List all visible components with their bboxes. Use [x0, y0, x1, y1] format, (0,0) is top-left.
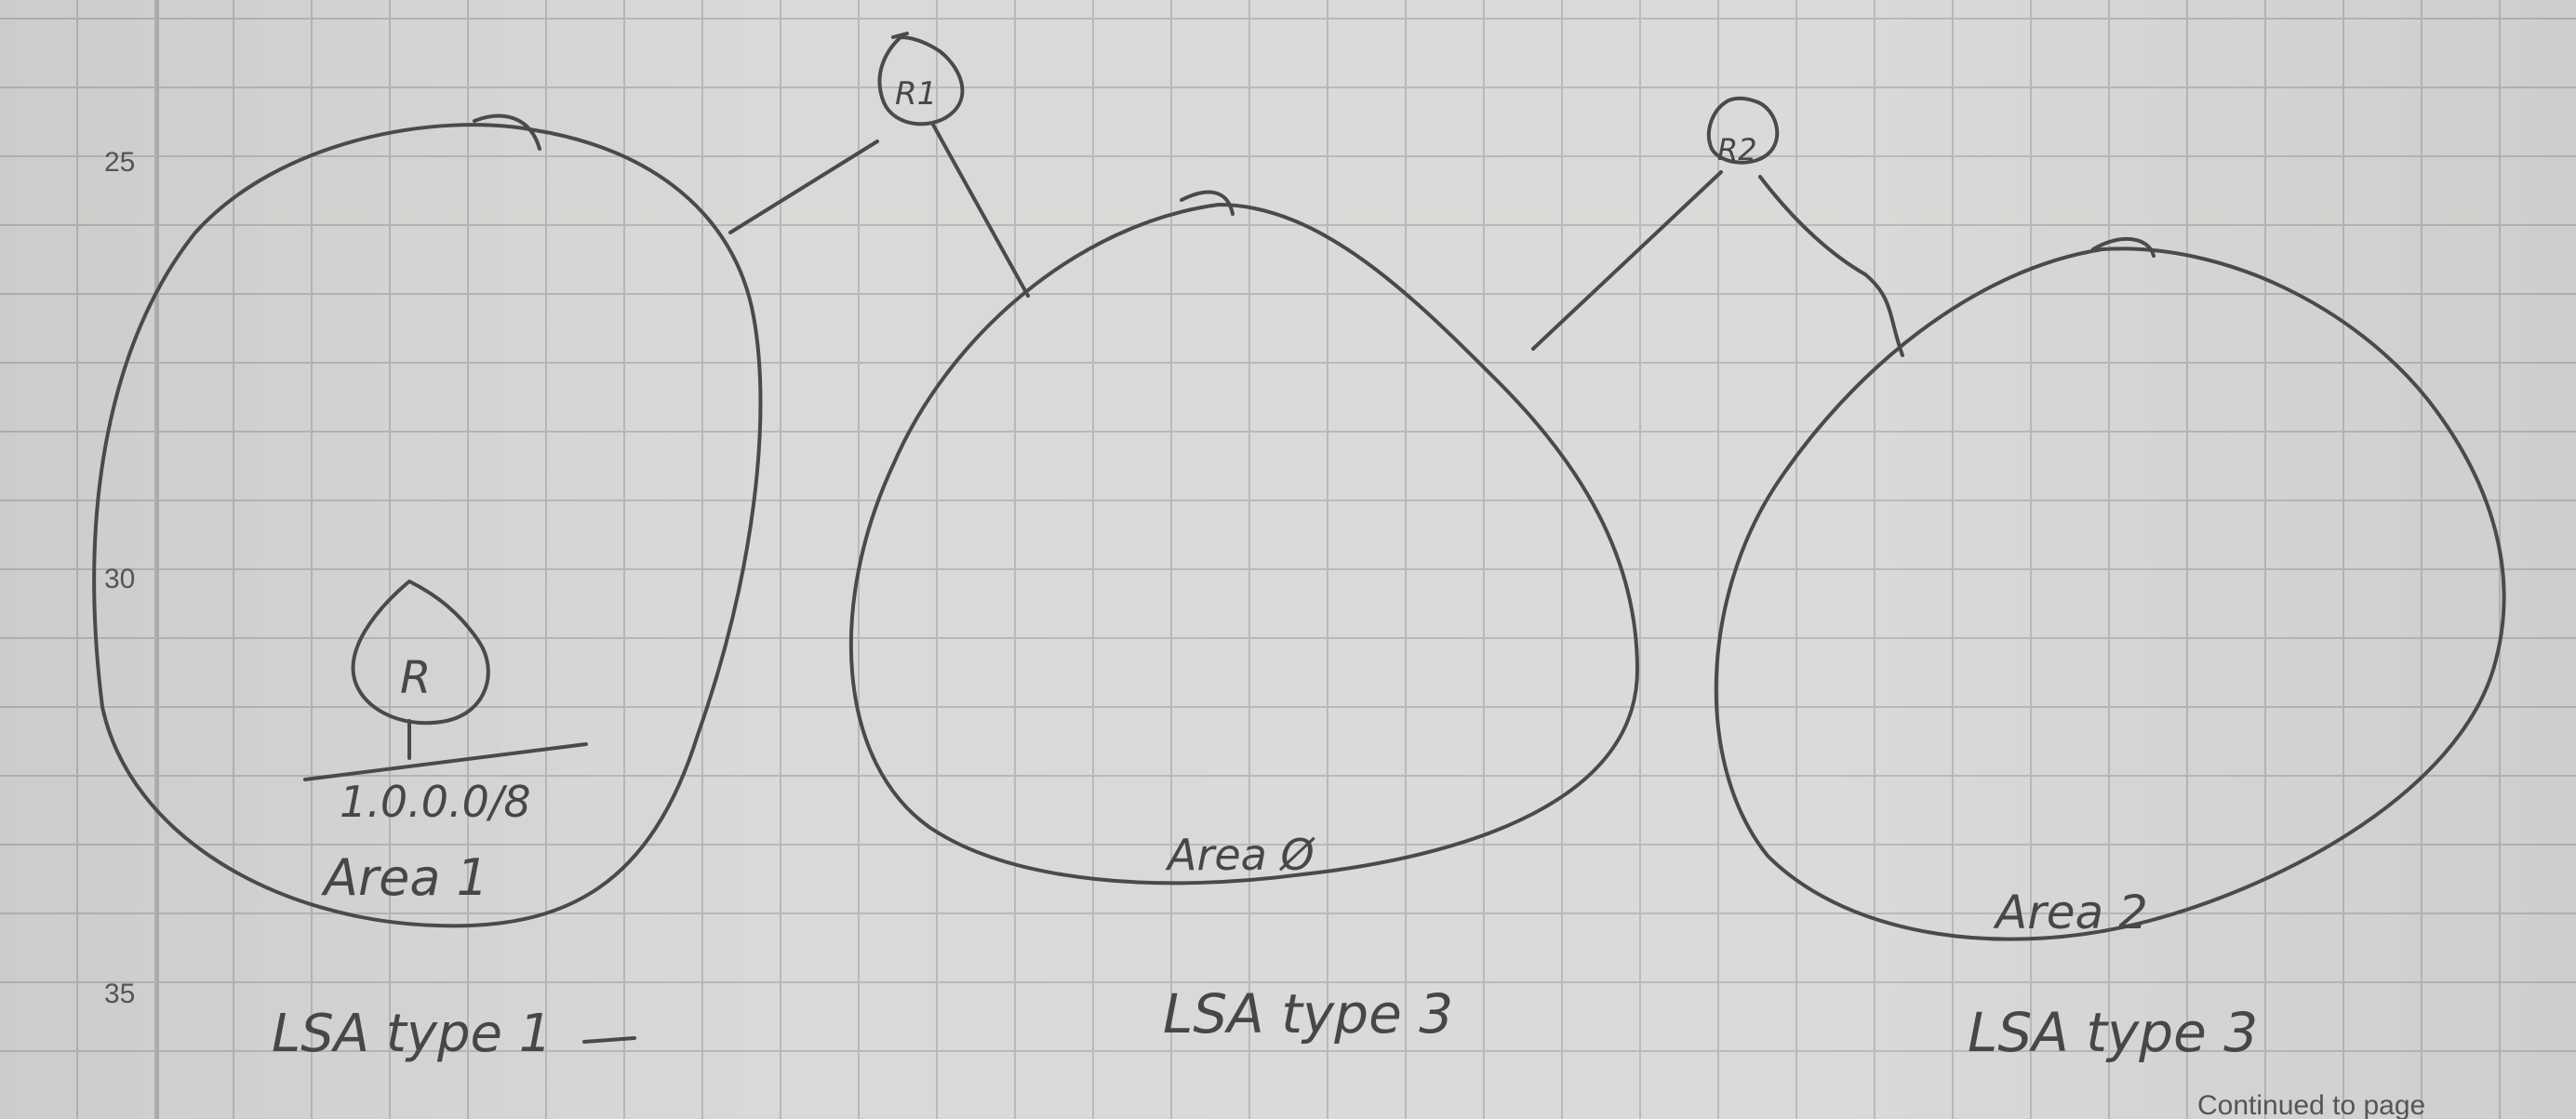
lsa-area-1-label: LSA type 1	[272, 1004, 552, 1064]
area-1-boundary	[92, 123, 763, 928]
area-1-overlap-tick	[473, 113, 541, 151]
area-0-boundary	[848, 203, 1639, 886]
area-0-overlap-tick	[1180, 190, 1235, 216]
router-r1-node	[877, 35, 965, 127]
link-r1-area-1	[728, 140, 879, 234]
router-r-node	[351, 579, 490, 726]
link-r2-area-0	[1531, 170, 1723, 351]
line-number-25: 25	[104, 147, 136, 178]
link-r1-area-0	[931, 123, 1030, 298]
lsa-area-2-label: LSA type 3	[1968, 1001, 2258, 1064]
area-2-boundary	[1714, 246, 2506, 941]
link-r2-area-2	[1758, 175, 1904, 357]
area-1-label: Area 1	[321, 848, 488, 907]
lsa-area-0-label: LSA type 3	[1163, 982, 1453, 1046]
footer-continued-text: Continued to page	[2197, 1090, 2426, 1119]
network-segment-line	[303, 742, 588, 781]
margin-line	[156, 0, 159, 1119]
router-r1-label: R1	[895, 75, 937, 113]
line-number-30: 30	[104, 564, 136, 594]
router-r-label: R	[400, 652, 431, 704]
line-number-35: 35	[104, 979, 136, 1009]
area-2-label: Area 2	[1993, 886, 2148, 939]
router-r1-top-tick	[891, 32, 909, 39]
area-2-overlap-tick	[2091, 236, 2156, 258]
network-label: 1.0.0.0/8	[340, 777, 531, 827]
lsa-1-underline	[582, 1036, 636, 1044]
area-0-label: Area Ø	[1165, 830, 1315, 880]
router-r2-node	[1706, 96, 1780, 165]
router-r2-label: R2	[1717, 132, 1757, 167]
